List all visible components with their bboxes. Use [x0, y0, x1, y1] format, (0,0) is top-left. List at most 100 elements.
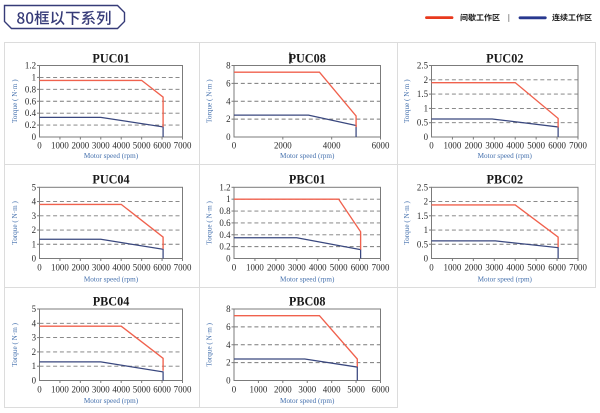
svg-text:3: 3 [32, 333, 37, 343]
svg-text:PBC02: PBC02 [487, 172, 524, 186]
svg-text:2000: 2000 [274, 385, 292, 395]
svg-text:0.6: 0.6 [219, 218, 231, 228]
svg-text:PBC04: PBC04 [93, 294, 130, 308]
svg-text:1: 1 [32, 361, 36, 371]
svg-text:2: 2 [226, 358, 230, 368]
svg-text:8: 8 [226, 304, 231, 314]
svg-text:6000: 6000 [351, 263, 369, 273]
svg-text:6000: 6000 [548, 140, 566, 150]
svg-text:4000: 4000 [112, 263, 130, 273]
svg-text:PUC08: PUC08 [289, 52, 326, 66]
svg-text:2.5: 2.5 [417, 61, 429, 71]
svg-text:3000: 3000 [485, 263, 503, 273]
svg-text:1.5: 1.5 [417, 89, 429, 99]
svg-text:5000: 5000 [347, 385, 365, 395]
svg-text:7000: 7000 [174, 140, 192, 150]
svg-text:Torque ( N·m ): Torque ( N·m ) [206, 200, 214, 244]
svg-text:0: 0 [32, 376, 37, 386]
svg-text:5: 5 [32, 182, 37, 192]
svg-text:Motor speed (rpm): Motor speed (rpm) [280, 152, 335, 160]
svg-text:2.5: 2.5 [417, 182, 429, 192]
svg-text:2: 2 [32, 225, 36, 235]
svg-text:1000: 1000 [444, 140, 462, 150]
svg-text:6: 6 [226, 322, 231, 332]
svg-text:7000: 7000 [174, 263, 192, 273]
svg-text:3000: 3000 [298, 385, 316, 395]
svg-text:1000: 1000 [246, 263, 264, 273]
svg-text:5000: 5000 [133, 385, 151, 395]
svg-text:6000: 6000 [372, 140, 390, 150]
svg-text:1: 1 [226, 194, 230, 204]
svg-text:5000: 5000 [527, 140, 545, 150]
svg-text:0: 0 [424, 132, 429, 142]
svg-text:0: 0 [429, 263, 434, 273]
svg-text:0: 0 [232, 140, 237, 150]
svg-text:0.8: 0.8 [25, 84, 37, 94]
svg-text:1000: 1000 [250, 385, 268, 395]
svg-text:6: 6 [226, 78, 231, 88]
svg-text:3000: 3000 [92, 263, 110, 273]
svg-text:Torque ( N·m ): Torque ( N·m ) [11, 79, 19, 123]
svg-text:4000: 4000 [323, 140, 341, 150]
svg-text:3000: 3000 [288, 263, 306, 273]
svg-text:4000: 4000 [323, 385, 341, 395]
svg-text:Motor speed (rpm): Motor speed (rpm) [280, 397, 335, 405]
svg-text:0.2: 0.2 [219, 242, 230, 252]
svg-text:PBC08: PBC08 [289, 294, 326, 308]
svg-text:3: 3 [32, 211, 37, 221]
svg-text:0: 0 [32, 132, 37, 142]
svg-text:Motor speed (rpm): Motor speed (rpm) [84, 152, 139, 160]
svg-text:2000: 2000 [71, 385, 89, 395]
svg-text:3000: 3000 [92, 140, 110, 150]
svg-text:4: 4 [226, 96, 231, 106]
svg-text:4: 4 [226, 340, 231, 350]
svg-text:0: 0 [226, 376, 231, 386]
svg-text:1000: 1000 [51, 263, 69, 273]
svg-text:0.5: 0.5 [417, 118, 429, 128]
svg-text:Torque ( N·m ): Torque ( N·m ) [403, 200, 411, 244]
svg-text:0: 0 [37, 263, 42, 273]
svg-text:Torque ( N·m ): Torque ( N·m ) [206, 322, 214, 366]
svg-text:6000: 6000 [153, 263, 171, 273]
svg-text:5000: 5000 [133, 263, 151, 273]
svg-text:1: 1 [32, 239, 36, 249]
svg-text:3000: 3000 [92, 385, 110, 395]
svg-text:Motor speed (rpm): Motor speed (rpm) [84, 276, 139, 284]
svg-text:1: 1 [32, 72, 36, 82]
svg-text:4000: 4000 [112, 140, 130, 150]
svg-text:4000: 4000 [309, 263, 327, 273]
svg-text:2000: 2000 [267, 263, 285, 273]
svg-text:Torque ( N·m ): Torque ( N·m ) [11, 200, 19, 244]
svg-text:5000: 5000 [330, 263, 348, 273]
svg-text:0: 0 [226, 132, 231, 142]
svg-text:4000: 4000 [506, 263, 524, 273]
svg-text:4: 4 [32, 197, 37, 207]
svg-text:PUC02: PUC02 [486, 52, 523, 66]
svg-text:6000: 6000 [153, 140, 171, 150]
svg-text:Torque ( N·m ): Torque ( N·m ) [403, 79, 411, 123]
svg-text:2: 2 [424, 75, 428, 85]
svg-text:0: 0 [37, 140, 42, 150]
svg-text:7000: 7000 [174, 385, 192, 395]
svg-text:5000: 5000 [133, 140, 151, 150]
svg-text:5: 5 [32, 304, 37, 314]
svg-text:1.5: 1.5 [417, 211, 429, 221]
svg-text:6000: 6000 [372, 385, 390, 395]
svg-text:2: 2 [226, 114, 230, 124]
svg-text:Motor speed (rpm): Motor speed (rpm) [478, 276, 533, 284]
svg-text:8: 8 [226, 61, 231, 71]
svg-text:4000: 4000 [112, 385, 130, 395]
svg-text:1000: 1000 [444, 263, 462, 273]
svg-text:0: 0 [32, 254, 37, 264]
svg-text:7000: 7000 [569, 140, 587, 150]
svg-text:7000: 7000 [372, 263, 390, 273]
svg-text:2: 2 [424, 197, 428, 207]
svg-text:1.2: 1.2 [25, 61, 36, 71]
svg-text:2000: 2000 [464, 140, 482, 150]
svg-text:Motor speed (rpm): Motor speed (rpm) [478, 152, 533, 160]
svg-text:1.2: 1.2 [219, 182, 230, 192]
svg-text:0: 0 [232, 263, 237, 273]
svg-text:0.2: 0.2 [25, 120, 36, 130]
svg-text:2000: 2000 [71, 263, 89, 273]
svg-text:Motor speed (rpm): Motor speed (rpm) [280, 276, 335, 284]
